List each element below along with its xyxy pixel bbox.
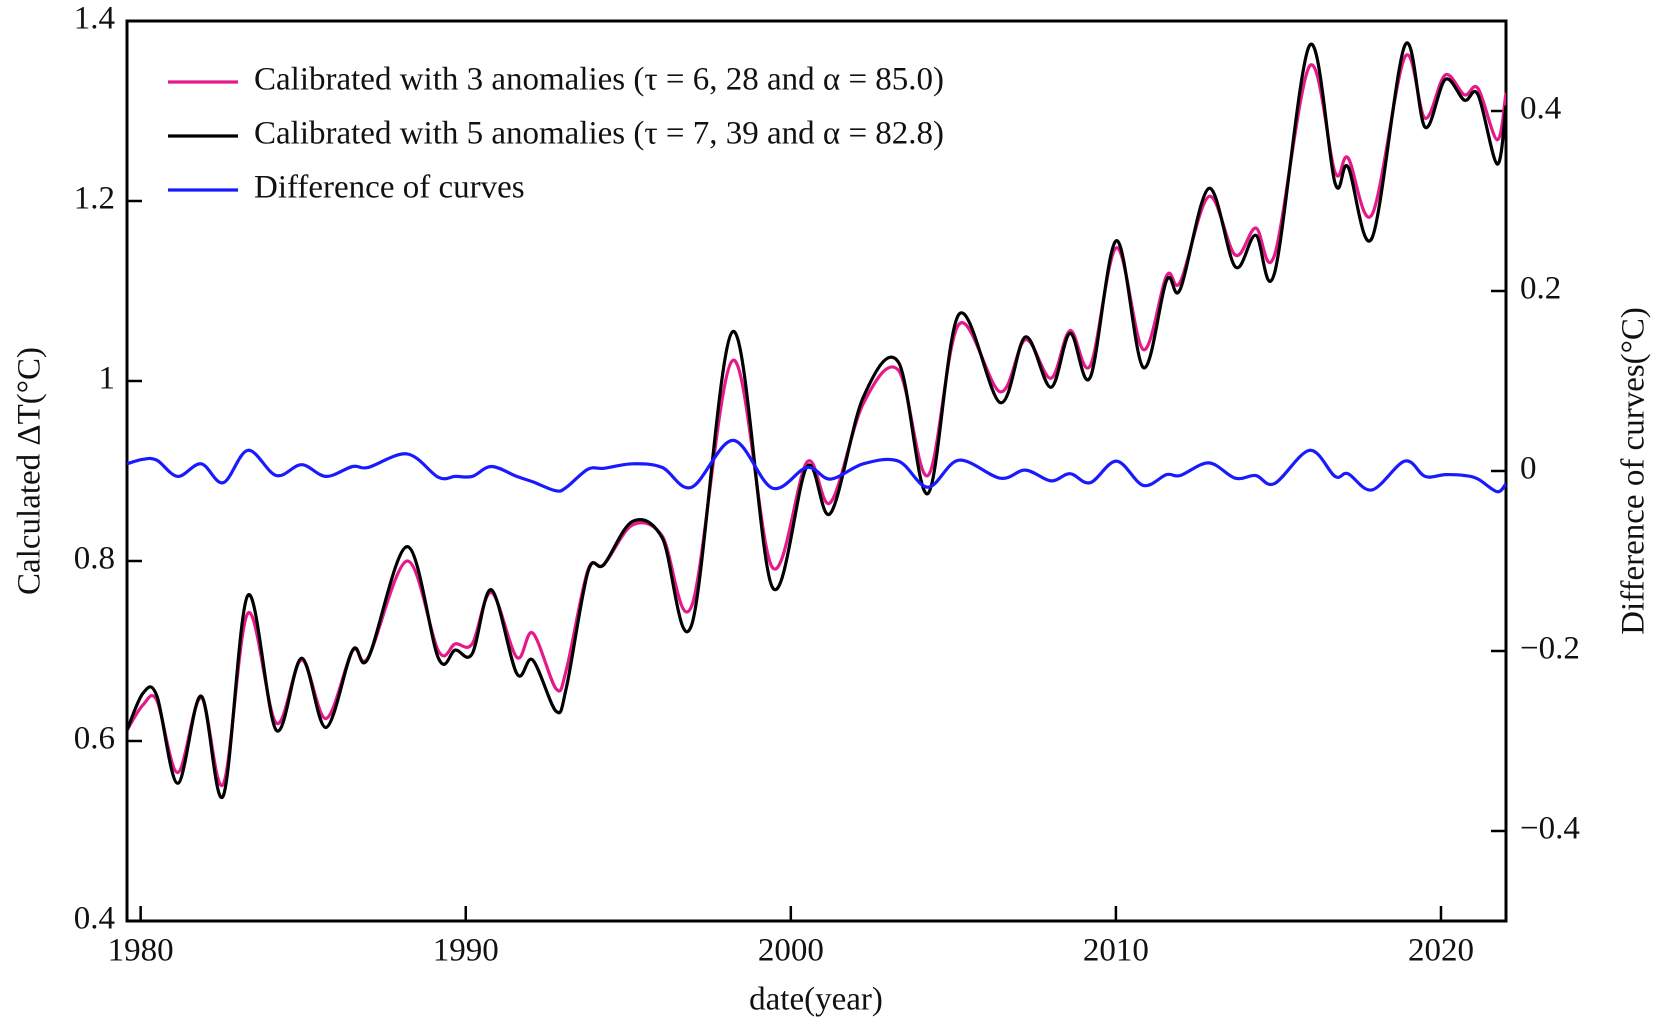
- x-tick-label: 2020: [1408, 933, 1474, 969]
- y2-tick-label: 0: [1520, 451, 1537, 487]
- y-tick-label: 1.2: [74, 181, 115, 217]
- x-tick-label: 2010: [1083, 933, 1149, 969]
- x-tick-label: 2000: [758, 933, 824, 969]
- y2-tick-label: −0.2: [1520, 631, 1580, 667]
- y-tick-label: 0.6: [74, 721, 115, 757]
- series-line: [127, 438, 1506, 494]
- x-tick-label: 1990: [433, 933, 499, 969]
- legend-label: Calibrated with 3 anomalies (τ = 6, 28 a…: [254, 62, 944, 98]
- y-tick-label: 1.4: [74, 1, 115, 37]
- x-axis-title: date(year): [749, 982, 883, 1018]
- y-axis-title: Calculated ΔT(°C): [12, 347, 48, 595]
- x-tick-label: 1980: [108, 933, 174, 969]
- y-tick-label: 1: [99, 361, 116, 397]
- y2-tick-label: 0.4: [1520, 91, 1561, 127]
- series-line: [127, 53, 1506, 788]
- series-line: [127, 41, 1506, 800]
- y2-tick-label: −0.4: [1520, 811, 1580, 847]
- legend-label: Difference of curves: [254, 170, 525, 206]
- legend-label: Calibrated with 5 anomalies (τ = 7, 39 a…: [254, 116, 944, 152]
- y-tick-label: 0.8: [74, 541, 115, 577]
- y2-tick-label: 0.2: [1520, 271, 1561, 307]
- y-tick-label: 0.4: [74, 901, 115, 937]
- y2-axis-title: Difference of curves(°C): [1616, 307, 1652, 635]
